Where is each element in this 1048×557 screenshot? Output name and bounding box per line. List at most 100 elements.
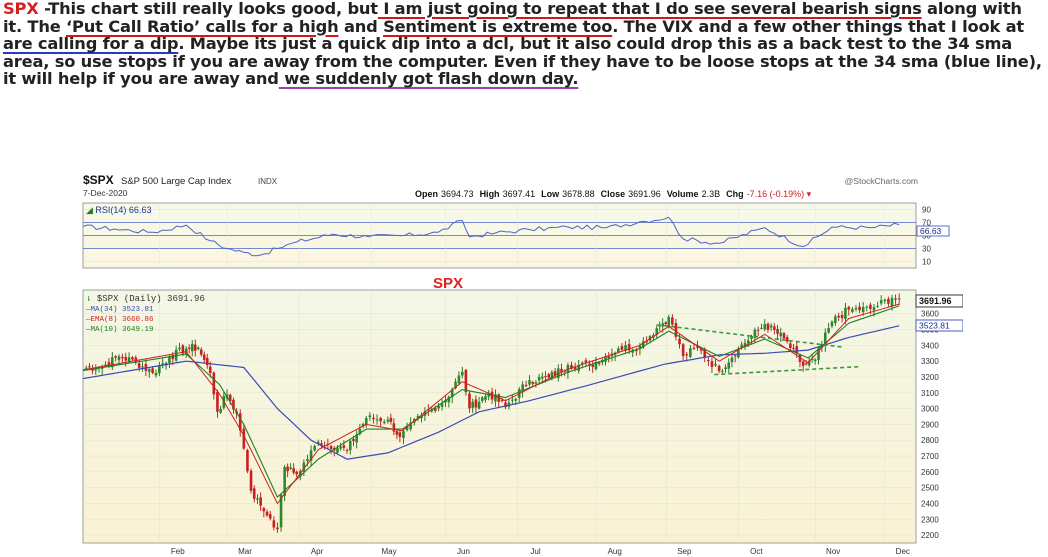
price-candle-body bbox=[454, 381, 457, 389]
price-candle-body bbox=[238, 413, 242, 431]
price-candle-body bbox=[342, 445, 346, 448]
price-candle-body bbox=[110, 357, 114, 368]
price-candle-body bbox=[158, 366, 161, 374]
price-candle-body bbox=[534, 382, 538, 384]
price-candle-body bbox=[504, 402, 507, 408]
price-candle-body bbox=[591, 364, 595, 367]
price-candle-body bbox=[219, 408, 222, 413]
price-candle-body bbox=[202, 354, 206, 360]
price-candle-body bbox=[541, 376, 544, 379]
price-candle-body bbox=[721, 370, 724, 372]
legend-ema8-text: EMA(8) 3660.86 bbox=[91, 316, 155, 324]
price-candle-body bbox=[645, 341, 648, 343]
volume-value: 2.3B bbox=[702, 189, 721, 199]
price-candle-body bbox=[348, 440, 352, 451]
price-candle-body bbox=[339, 446, 342, 449]
price-candle-body bbox=[685, 354, 689, 356]
price-candle-body bbox=[597, 362, 601, 364]
price-candle-body bbox=[232, 399, 235, 410]
price-candle-body bbox=[801, 361, 805, 366]
price-candle-body bbox=[154, 372, 158, 376]
commentary-underline-sentiment: Sentiment is extreme too bbox=[383, 16, 613, 36]
trendline-lower bbox=[714, 365, 859, 376]
last-price-tag bbox=[915, 294, 963, 308]
price-candle-body bbox=[638, 345, 642, 350]
price-candle-body bbox=[570, 364, 573, 369]
price-grid bbox=[83, 290, 916, 543]
month-tick-label: Oct bbox=[750, 547, 763, 556]
legend-spx-icon: ⇂ bbox=[86, 294, 97, 304]
month-tick-label: May bbox=[382, 547, 397, 556]
month-tick-label: Jul bbox=[530, 547, 540, 556]
price-candle-body bbox=[531, 382, 535, 384]
price-candle-body bbox=[345, 449, 349, 451]
price-candle-body bbox=[295, 471, 298, 475]
price-candle-body bbox=[171, 354, 175, 360]
month-tick-label: Dec bbox=[896, 547, 910, 556]
price-candle-body bbox=[352, 438, 355, 442]
price-candle-body bbox=[372, 417, 375, 420]
price-candles bbox=[84, 293, 901, 533]
commentary-underline-flash: we suddenly got flash down day. bbox=[278, 69, 579, 89]
rsi-panel: 9070503010 ◢ RSI(14) 66.63 66.63 bbox=[82, 202, 950, 269]
price-tick-label: 2500 bbox=[921, 484, 939, 493]
price-candle-body bbox=[807, 360, 811, 366]
price-candle-body bbox=[464, 370, 468, 393]
price-tick-label: 3300 bbox=[921, 357, 939, 366]
price-candle-body bbox=[500, 400, 504, 402]
price-candle-body bbox=[553, 371, 557, 376]
price-candle-body bbox=[313, 445, 316, 451]
commentary-text: SPX -This chart still really looks good,… bbox=[3, 0, 1045, 88]
price-candle-body bbox=[869, 304, 872, 309]
price-candle-body bbox=[847, 306, 851, 310]
price-candle-body bbox=[658, 325, 662, 327]
price-candle-body bbox=[114, 356, 117, 358]
price-candle-body bbox=[286, 466, 289, 472]
rsi-label: ◢ RSI(14) 66.63 bbox=[86, 205, 151, 215]
price-candle-body bbox=[834, 316, 837, 324]
price-candle-body bbox=[858, 306, 861, 311]
chart-title-spx: SPX bbox=[433, 275, 463, 292]
last-price-tag-text: 3691.96 bbox=[919, 296, 952, 306]
price-candle-body bbox=[361, 423, 365, 427]
price-tick-label: 2800 bbox=[921, 436, 939, 445]
price-candle-body bbox=[329, 445, 333, 450]
low-label: Low bbox=[541, 189, 560, 199]
price-candle-body bbox=[168, 356, 171, 363]
open-value: 3694.73 bbox=[441, 189, 474, 199]
price-candle-body bbox=[750, 335, 753, 340]
stockchart-svg: $SPX S&P 500 Large Cap Index INDX 7-Dec-… bbox=[80, 172, 963, 557]
high-label: High bbox=[480, 189, 500, 199]
price-candle-body bbox=[433, 407, 437, 411]
price-tick-label: 2700 bbox=[921, 452, 939, 461]
legend-ma10-swatch: — bbox=[85, 326, 91, 334]
price-candle-body bbox=[382, 421, 386, 424]
price-candle-body bbox=[671, 317, 674, 325]
ema8-line bbox=[82, 303, 900, 505]
price-candle-body bbox=[107, 362, 111, 367]
price-candle-body bbox=[840, 314, 844, 319]
price-candle-body bbox=[471, 401, 474, 408]
price-candle-body bbox=[320, 443, 323, 446]
legend-ma34-swatch: — bbox=[85, 306, 91, 314]
price-candle-body bbox=[246, 450, 249, 472]
ma34-price-tag-text: 3523.81 bbox=[919, 321, 950, 331]
price-candle-body bbox=[779, 332, 783, 337]
price-candle-body bbox=[547, 374, 551, 378]
price-candle-body bbox=[743, 342, 747, 347]
price-candle-body bbox=[212, 372, 216, 395]
price-candle-body bbox=[594, 361, 598, 370]
price-candle-body bbox=[124, 356, 128, 361]
price-candle-body bbox=[375, 419, 379, 421]
price-candle-body bbox=[416, 416, 420, 418]
price-candle-body bbox=[830, 321, 834, 327]
price-candle-body bbox=[667, 316, 671, 327]
price-candle-body bbox=[398, 432, 402, 438]
rsi-grid bbox=[83, 203, 916, 268]
price-candle-body bbox=[795, 346, 799, 354]
price-candle-body bbox=[624, 345, 627, 351]
price-candle-body bbox=[208, 366, 212, 374]
rsi-tick-label: 10 bbox=[922, 258, 931, 267]
price-candle-body bbox=[392, 423, 396, 432]
header-ohlc: Open 3694.73 High 3697.41 Low 3678.88 Close 369… bbox=[415, 189, 812, 199]
